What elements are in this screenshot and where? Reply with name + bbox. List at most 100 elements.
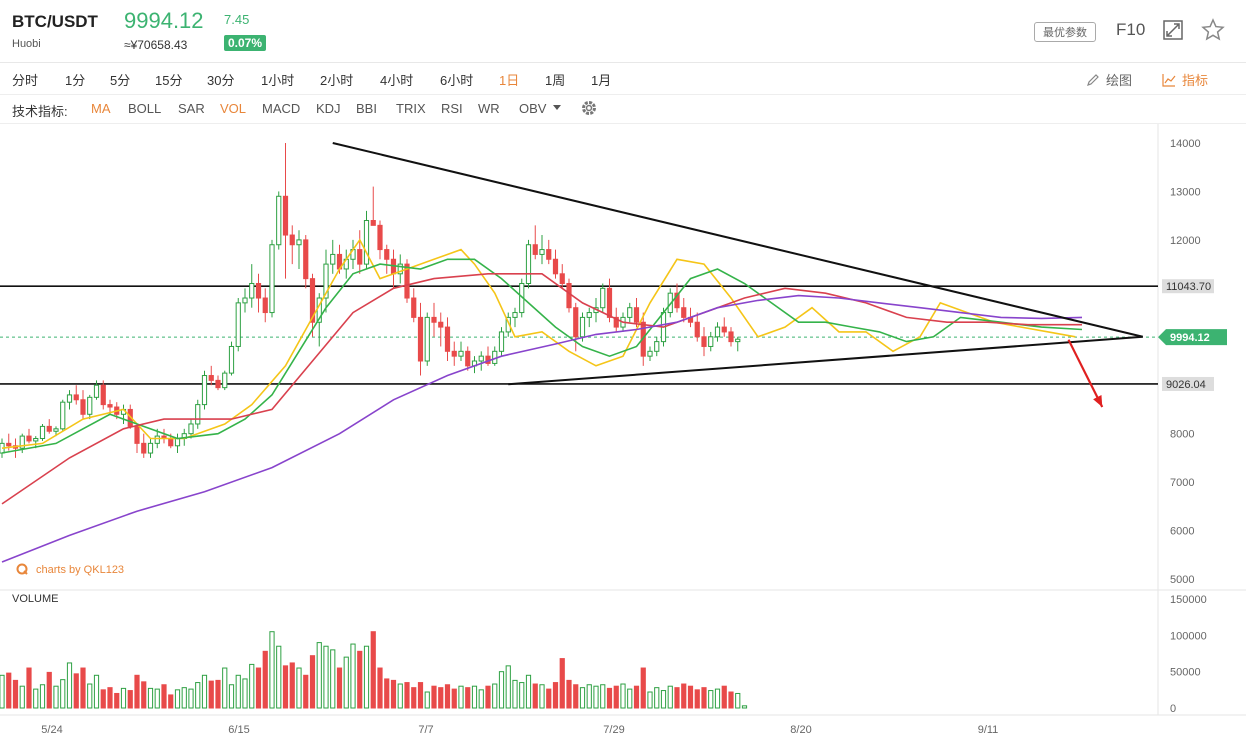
candle-body [100, 384, 106, 406]
indicator-ma[interactable]: MA [91, 101, 111, 116]
volume-bar [485, 685, 491, 709]
watermark: charts by QKL123 [16, 563, 124, 576]
candle-body [33, 438, 39, 442]
volume-bar [215, 679, 221, 709]
period-tab-1m[interactable]: 1分 [65, 73, 86, 88]
time-tick-label: 8/20 [790, 724, 811, 736]
period-tab-1h[interactable]: 1小时 [261, 73, 295, 88]
gear-icon[interactable] [580, 99, 598, 117]
volume-bar [735, 692, 741, 709]
candle-body [633, 307, 640, 323]
indicator-bar-label: 技术指标: [12, 104, 68, 119]
volume-bar [316, 642, 322, 709]
indicator-boll[interactable]: BOLL [128, 101, 162, 116]
volume-bar [134, 674, 140, 709]
candle-body [411, 297, 417, 318]
candle-body [438, 321, 444, 328]
candle-body [701, 336, 707, 347]
period-tab-4h[interactable]: 4小时 [380, 73, 414, 88]
last-price-tag-label: 9994.12 [1170, 332, 1210, 344]
level-tag [1162, 279, 1214, 294]
volume-bar [80, 667, 86, 709]
candle-body [107, 404, 113, 408]
candle-body [222, 372, 228, 389]
optimal-params-button[interactable]: 最优参数 [1034, 22, 1096, 42]
candle-body [60, 401, 66, 430]
volume-bar [114, 692, 120, 709]
volume-tick-label: 150000 [1170, 594, 1207, 606]
volume-bar [357, 650, 363, 709]
volume-bar [363, 645, 370, 709]
period-tab-timeline[interactable]: 分时 [12, 73, 39, 88]
indicator-trix[interactable]: TRIX [396, 101, 426, 116]
volume-bar [519, 682, 525, 709]
watermark-text: charts by QKL123 [36, 564, 125, 576]
volume-bar [687, 685, 694, 709]
period-tab-1mo[interactable]: 1月 [591, 73, 612, 88]
period-tab-1w[interactable]: 1周 [545, 73, 566, 88]
candle-body [141, 442, 147, 454]
indicator-rsi[interactable]: RSI [441, 101, 463, 116]
volume-bar [579, 687, 586, 709]
indicator-bbi[interactable]: BBI [356, 101, 377, 116]
volume-bar [512, 679, 518, 709]
candle-body [579, 316, 586, 338]
candle-body [458, 350, 464, 357]
star-icon[interactable] [1201, 18, 1225, 42]
qkl-logo-icon [16, 563, 28, 575]
volume-bar [235, 674, 241, 709]
period-tab-2h[interactable]: 2小时 [320, 73, 354, 88]
level-tag-label: 11043.70 [1166, 281, 1211, 293]
indicator-obv[interactable]: OBV [519, 101, 562, 116]
period-tab-15m[interactable]: 15分 [155, 73, 183, 88]
volume-bar [384, 678, 390, 709]
trendline [508, 335, 1143, 386]
candle-body [586, 312, 592, 318]
indicator-vol[interactable]: VOL [220, 101, 247, 116]
volume-bar [141, 681, 147, 709]
price-tick-label: 8000 [1170, 429, 1194, 441]
indicator-bar: 技术指标: MA BOLL SAR VOL MACD KDJ BBI TRIX … [0, 95, 1246, 124]
time-tick-label: 7/29 [603, 724, 624, 736]
kline-chart[interactable]: 5000600070008000900010000110001200013000… [0, 124, 1246, 750]
candle-body [195, 404, 201, 425]
volume-bar [53, 685, 59, 709]
candle-body [370, 220, 376, 226]
volume-bar [552, 682, 559, 709]
volume-bar [627, 688, 633, 709]
candle-body [404, 263, 410, 299]
candle-body [249, 282, 255, 299]
time-tick-label: 6/15 [228, 724, 249, 736]
period-tab-6h[interactable]: 6小时 [440, 73, 474, 88]
volume-bar [343, 656, 349, 709]
period-tab-1d[interactable]: 1日 [499, 73, 520, 88]
draw-label: 绘图 [1106, 73, 1133, 88]
candle-body [512, 312, 518, 318]
candle-body [262, 297, 268, 314]
indicator-macd[interactable]: MACD [262, 101, 301, 116]
indicator-wr[interactable]: WR [478, 101, 500, 116]
f10-button[interactable]: F10 [1116, 20, 1146, 39]
indicator-kdj[interactable]: KDJ [316, 101, 341, 116]
volume-bar [444, 684, 451, 709]
indicator-sar[interactable]: SAR [178, 101, 205, 116]
period-tab-5m[interactable]: 5分 [110, 73, 131, 88]
volume-bar [60, 679, 66, 709]
price-tick-label: 14000 [1170, 138, 1201, 150]
volume-bar [559, 658, 565, 709]
candle-body [87, 396, 93, 415]
draw-button[interactable]: 绘图 [1086, 70, 1132, 89]
candle-body [505, 316, 511, 333]
candle-body [417, 316, 424, 362]
volume-bar [188, 688, 194, 709]
period-tab-30m[interactable]: 30分 [207, 73, 235, 88]
volume-bar [168, 694, 174, 709]
volume-bar [39, 684, 46, 709]
ma-line-ma30 [1, 273, 1082, 505]
candle-body [357, 249, 363, 265]
candle-body [235, 302, 241, 347]
volume-bar [498, 671, 505, 709]
expand-icon[interactable] [1163, 20, 1183, 40]
volume-bar [120, 687, 127, 709]
indicator-button[interactable]: 指标 [1162, 70, 1208, 89]
